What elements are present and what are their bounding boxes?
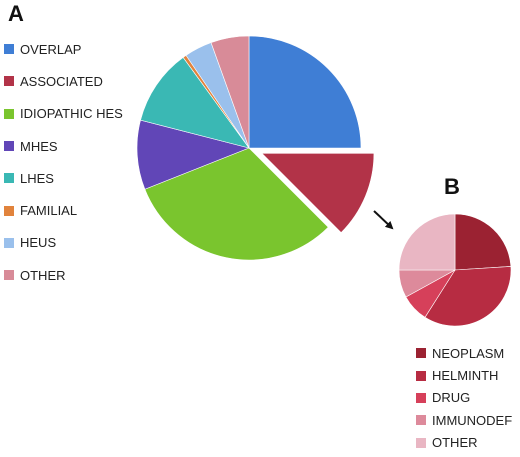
legend-label: LHES [20,170,54,186]
legend-label: OTHER [20,267,66,283]
legend-label: IDIOPATHIC HES [20,106,123,122]
legend-b: NEOPLASM HELMINTH DRUG IMMUNODEF OTHER [416,342,512,454]
legend-item: HELMINTH [416,364,512,386]
legend-swatch [4,205,14,216]
legend-item: OVERLAP [4,33,123,65]
pie-slice-neoplasm [454,213,512,271]
legend-label: HELMINTH [432,368,499,384]
legend-item: OTHER [416,432,512,454]
legend-label: IMMUNODEF [432,412,513,428]
legend-a: OVERLAP ASSOCIATED IDIOPATHIC HES MHES L… [4,33,123,291]
pie-slice-helminth [424,266,512,327]
panel-label-a: A [8,1,24,26]
pie-slice-overlap [248,35,362,149]
pie-chart-b [398,213,512,327]
legend-swatch [4,76,14,87]
callout-arrow [373,210,394,230]
panel-label-b: B [444,174,460,199]
legend-swatch [4,44,14,55]
legend-label: OTHER [432,435,478,451]
legend-swatch [4,108,14,119]
legend-label: DRUG [432,390,471,406]
legend-item: DRUG [416,387,512,409]
legend-item: NEOPLASM [416,342,512,364]
legend-item: LHES [4,162,123,194]
pie-slice-associated [261,153,375,233]
pie-slice-other [398,213,456,271]
legend-label: OVERLAP [20,41,82,57]
pie-slice-lhes [140,56,250,149]
legend-swatch [416,437,426,448]
legend-swatch [416,392,426,403]
legend-swatch [4,141,14,152]
legend-label: HEUS [20,235,57,251]
legend-item: FAMILIAL [4,194,123,226]
legend-label: NEOPLASM [432,345,505,361]
legend-swatch [4,270,14,281]
legend-item: IDIOPATHIC HES [4,98,123,130]
pie-chart-a [136,35,375,261]
legend-item: ASSOCIATED [4,65,123,97]
legend-label: MHES [20,138,58,154]
legend-label: FAMILIAL [20,203,78,219]
legend-item: MHES [4,130,123,162]
legend-swatch [4,173,14,184]
pie-slice-other [210,35,250,149]
legend-item: OTHER [4,259,123,291]
legend-swatch [416,348,426,359]
legend-swatch [4,237,14,248]
legend-item: IMMUNODEF [416,409,512,431]
legend-swatch [416,370,426,381]
legend-item: HEUS [4,227,123,259]
pie-slice-idiopathic-hes [144,147,329,261]
legend-swatch [416,415,426,426]
legend-label: ASSOCIATED [20,73,103,89]
